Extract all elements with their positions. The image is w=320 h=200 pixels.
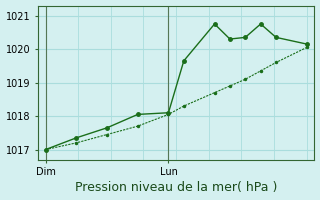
X-axis label: Pression niveau de la mer( hPa ): Pression niveau de la mer( hPa ) <box>75 181 277 194</box>
